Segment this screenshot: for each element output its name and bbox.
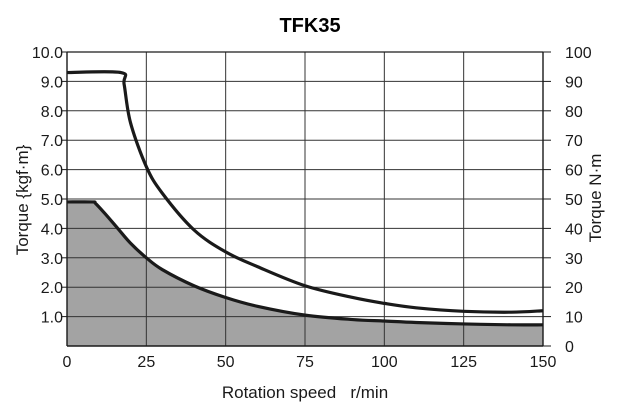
y-left-tick-label: 8.0 — [41, 104, 63, 121]
y-left-tick-label: 10.0 — [32, 45, 63, 62]
filled-area-layer — [67, 201, 543, 346]
x-tick-label: 0 — [63, 354, 72, 371]
y-right-tick-label: 100 — [565, 45, 592, 62]
x-tick-label: 150 — [530, 354, 557, 371]
series-2-line — [66, 200, 544, 327]
x-tick-label: 75 — [296, 354, 314, 371]
y-right-tick-label: 30 — [565, 251, 583, 268]
x-tick-label: 25 — [137, 354, 155, 371]
y-left-tick-label: 3.0 — [41, 251, 63, 268]
y-right-tick-label: 0 — [565, 339, 574, 356]
y-left-axis-label: Torque {kgf·m} — [13, 144, 32, 255]
y-left-tick-label: 1.0 — [41, 310, 63, 327]
y-left-tick-label: 4.0 — [41, 221, 63, 238]
series-lines — [66, 70, 544, 327]
x-axis-label: Rotation speed r/min — [222, 383, 388, 402]
y-left-tick-label: 9.0 — [41, 74, 63, 91]
y-left-tick-label: 6.0 — [41, 163, 63, 180]
y-right-tick-label: 80 — [565, 104, 583, 121]
y-left-tick-labels: 1.0 2.0 3.0 4.0 5.0 6.0 7.0 8.0 9.0 10.0 — [32, 45, 67, 327]
y-right-axis-label: Torque N·m — [586, 154, 605, 243]
x-tick-labels: 0 25 50 75 100 125 150 — [63, 354, 557, 371]
y-right-tick-label: 10 — [565, 310, 583, 327]
y-right-tick-label: 90 — [565, 74, 583, 91]
grid — [67, 52, 543, 346]
y-right-tick-label: 60 — [565, 163, 583, 180]
x-tick-label: 100 — [371, 354, 398, 371]
x-tick-label: 125 — [450, 354, 477, 371]
y-right-tick-label: 40 — [565, 221, 583, 238]
y-right-tick-label: 50 — [565, 192, 583, 209]
y-left-tick-label: 7.0 — [41, 133, 63, 150]
x-tick-label: 50 — [217, 354, 235, 371]
chart-title: TFK35 — [279, 15, 340, 37]
y-left-tick-label: 2.0 — [41, 280, 63, 297]
series-1-line — [66, 70, 544, 314]
y-right-tick-label: 70 — [565, 133, 583, 150]
y-right-tick-labels: 0 10 20 30 40 50 60 70 80 90 100 — [543, 45, 592, 356]
y-left-tick-label: 5.0 — [41, 192, 63, 209]
y-right-tick-label: 20 — [565, 280, 583, 297]
series-2-fill — [67, 201, 543, 346]
